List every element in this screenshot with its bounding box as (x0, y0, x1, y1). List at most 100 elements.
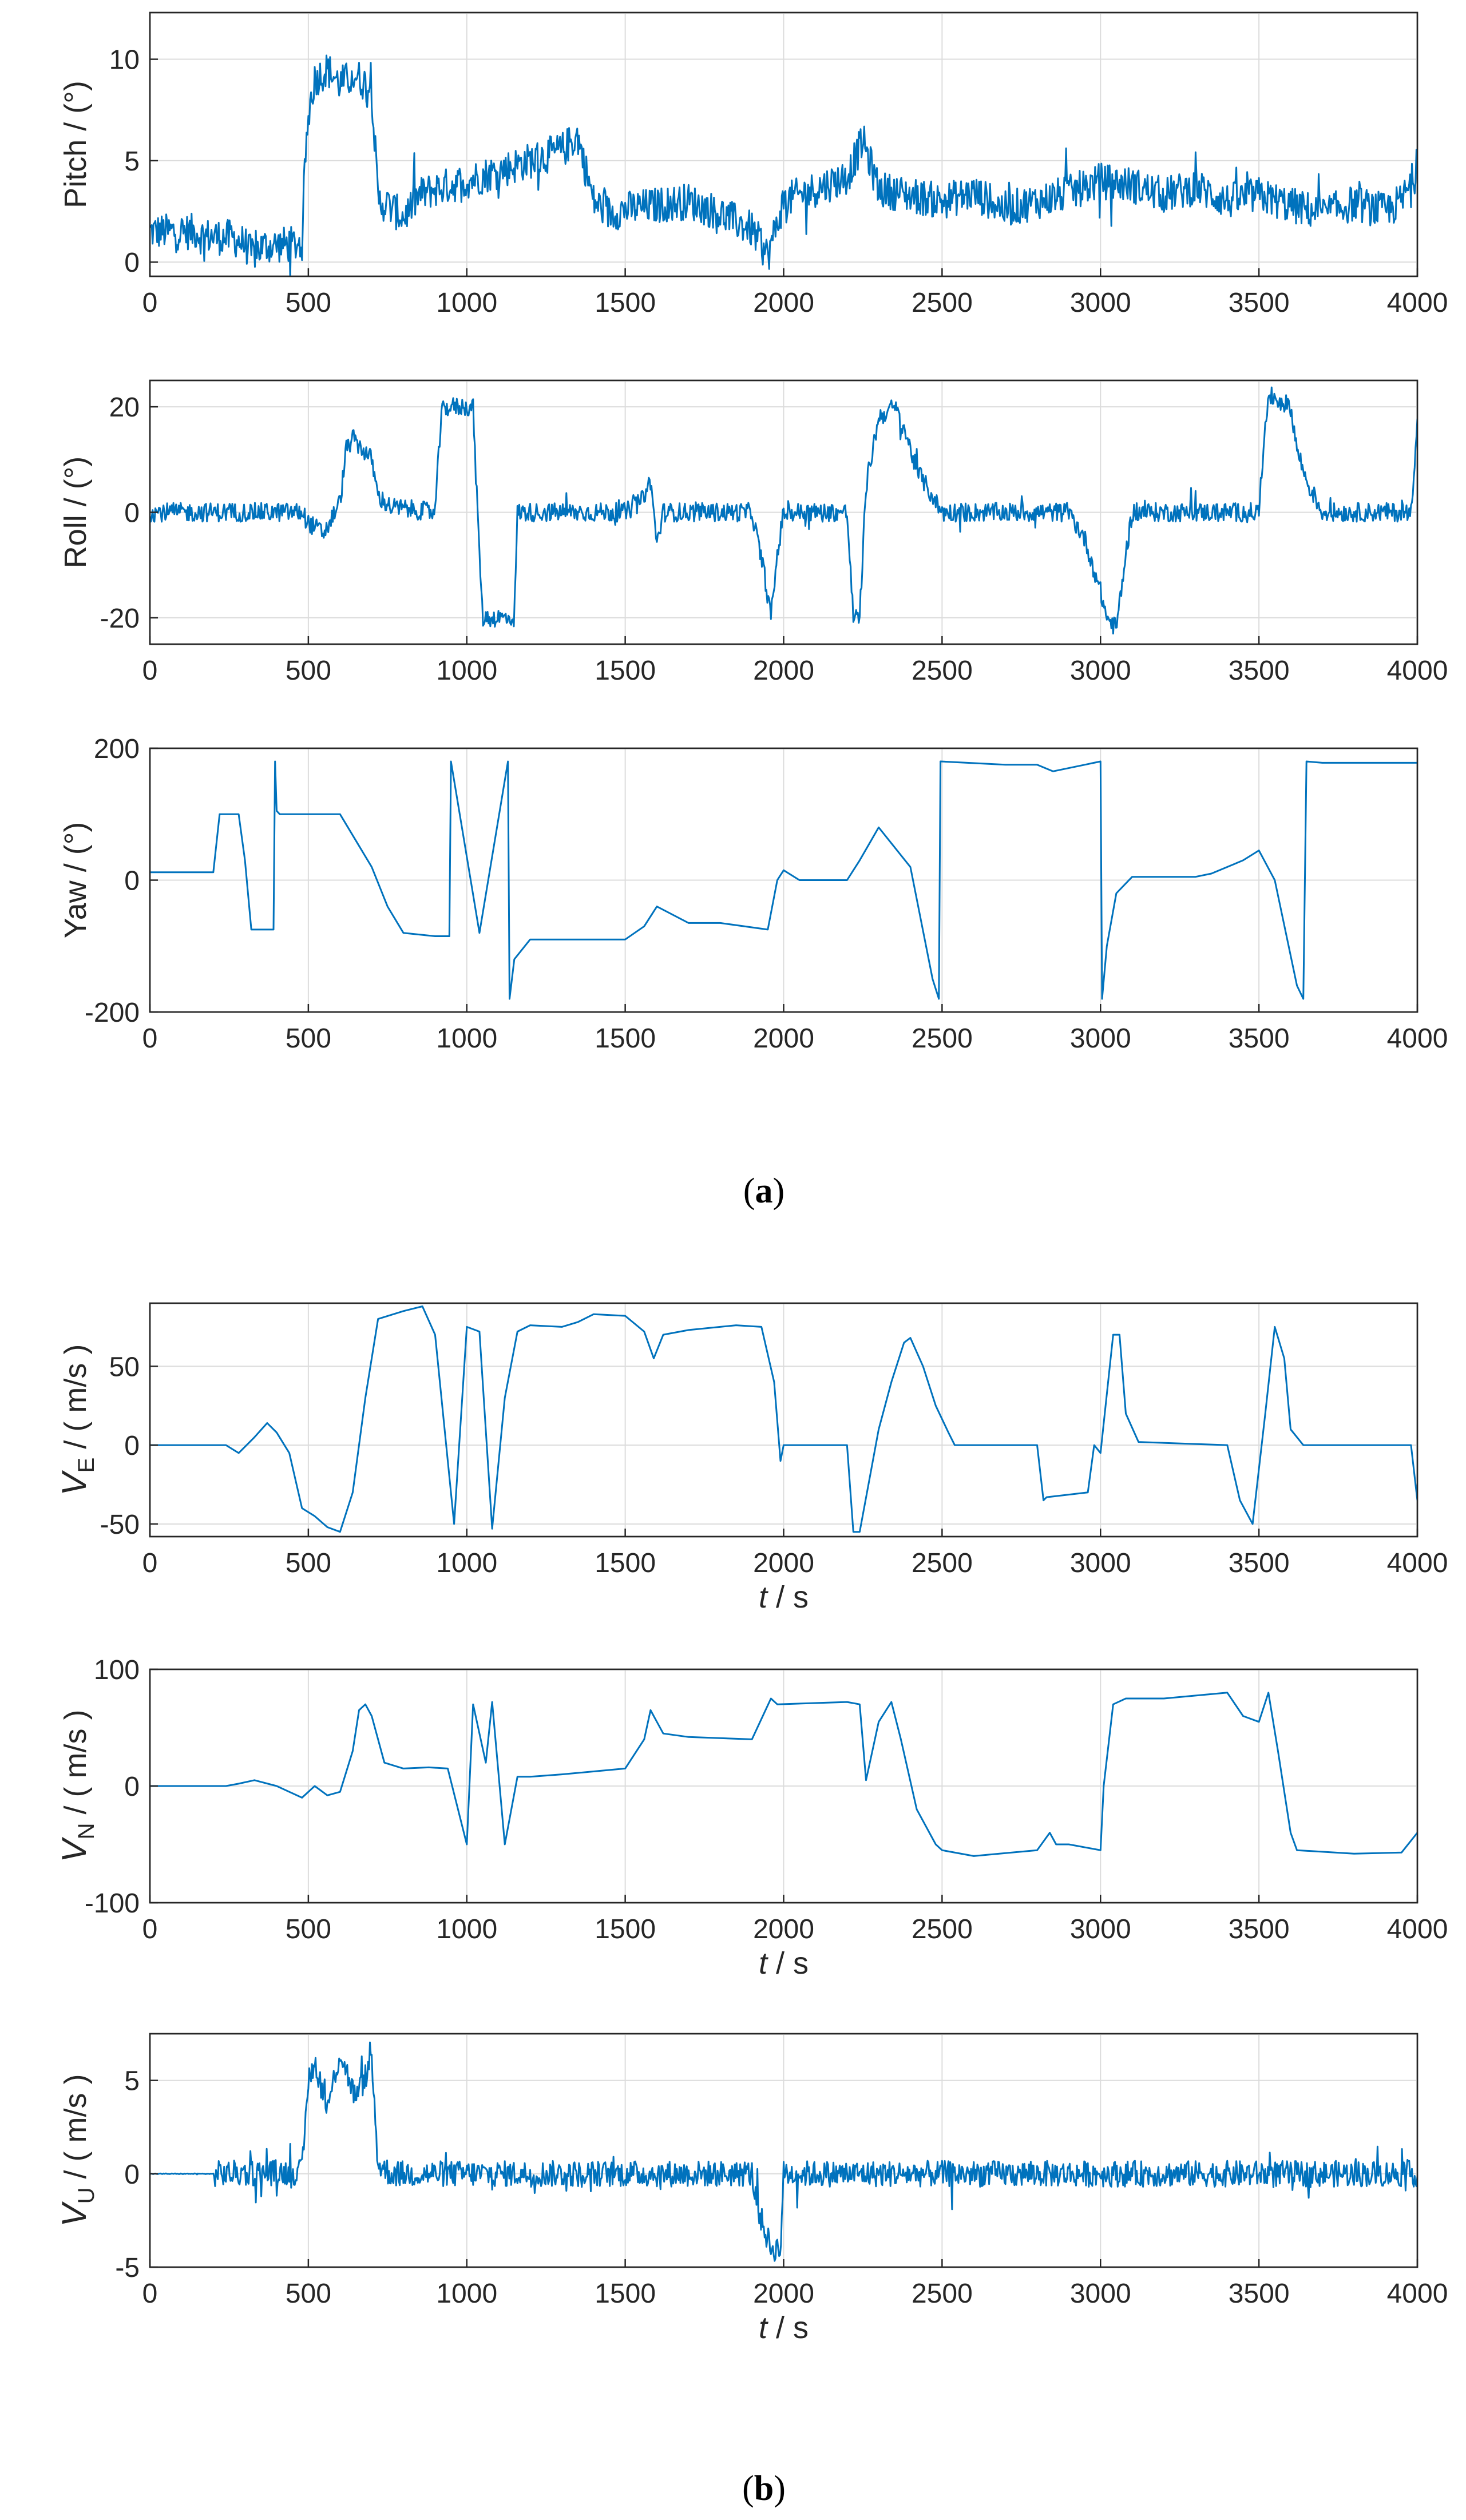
chart-panel-5: 0 500 1000 1500 2000 2500 3000 3500 4000-1000100… (55, 1655, 1448, 1981)
x-tick-label: 2500 (912, 288, 973, 318)
x-tick-label: 1000 (436, 656, 497, 686)
x-tick-label: 500 (286, 656, 331, 686)
x-tick-label: 2000 (753, 1023, 814, 1054)
x-axis-label: t / s (759, 1580, 809, 1614)
y-label-symbol: V (55, 1470, 93, 1495)
x-tick-label: 1000 (436, 1023, 497, 1054)
y-tick-label: 200 (94, 734, 140, 764)
x-tick-label: 2000 (753, 288, 814, 318)
chart-panels: 0 500 1000 1500 2000 2500 3000 3500 40000510Pitc… (55, 11, 1448, 2345)
x-tick-label: 2500 (912, 1548, 973, 1578)
y-axis-label: VN / ( m/s ) (55, 1710, 99, 1863)
y-tick-label: -5 (115, 2253, 140, 2283)
y-axis-label: VE / ( m/s ) (55, 1344, 99, 1496)
y-axis-label: VU / ( m/s ) (55, 2074, 99, 2227)
caption-a: (a) (743, 1172, 784, 1211)
x-axis-label: t / s (759, 1946, 809, 1981)
y-label-symbol: V (55, 2201, 93, 2227)
x-tick-label: 1500 (595, 288, 656, 318)
y-tick-label: 50 (109, 1352, 140, 1382)
x-tick-label: 2500 (912, 2279, 973, 2309)
series-line (150, 2041, 1417, 2262)
x-tick-label: 0 (142, 1548, 158, 1578)
y-tick-label: 0 (124, 2160, 140, 2190)
x-tick-label: 500 (286, 1023, 331, 1054)
caption-b: (b) (742, 2469, 786, 2508)
x-tick-label: 3500 (1229, 288, 1290, 318)
y-label-subscript: N (74, 1823, 99, 1840)
x-tick-label: 0 (142, 1023, 158, 1054)
x-tick-label: 3500 (1229, 1548, 1290, 1578)
y-label-subscript: E (74, 1458, 99, 1473)
x-label-symbol: t (759, 2311, 768, 2345)
x-tick-label: 2000 (753, 1914, 814, 1944)
x-tick-label: 1500 (595, 656, 656, 686)
y-tick-label: 0 (124, 248, 140, 278)
x-tick-label: 1500 (595, 1914, 656, 1944)
x-tick-label: 4000 (1387, 656, 1448, 686)
y-tick-label: -100 (85, 1888, 140, 1919)
x-tick-label: 4000 (1387, 1548, 1448, 1578)
x-tick-label: 1000 (436, 1548, 497, 1578)
x-tick-label: 0 (142, 288, 158, 318)
x-tick-label: 3000 (1070, 1023, 1131, 1054)
caption-b-letter: b (754, 2469, 774, 2508)
x-tick-label: 0 (142, 1914, 158, 1944)
x-tick-label: 500 (286, 288, 331, 318)
x-tick-label: 3000 (1070, 2279, 1131, 2309)
chart-panel-4: 0 500 1000 1500 2000 2500 3000 3500 4000-50050VE… (55, 1302, 1448, 1614)
y-axis-label: Yaw / (°) (58, 822, 93, 939)
x-tick-label: 1000 (436, 288, 497, 318)
series-line (150, 1305, 1417, 1533)
chart-panel-3: 0 500 1000 1500 2000 2500 3000 3500 4000-2000200… (58, 734, 1448, 1054)
x-tick-label: 0 (142, 2279, 158, 2309)
x-label-unit: / s (767, 2311, 809, 2345)
x-tick-label: 3000 (1070, 1548, 1131, 1578)
y-tick-label: -20 (100, 604, 140, 634)
x-tick-label: 3000 (1070, 1914, 1131, 1944)
x-tick-label: 1000 (436, 2279, 497, 2309)
x-tick-label: 1500 (595, 2279, 656, 2309)
chart-panel-2: 0 500 1000 1500 2000 2500 3000 3500 4000-20020Ro… (58, 379, 1448, 686)
y-tick-label: 0 (124, 1772, 140, 1802)
y-tick-label: 5 (124, 146, 140, 177)
x-axis-label: t / s (759, 2311, 809, 2345)
series-line (150, 54, 1417, 276)
x-tick-label: 1500 (595, 1548, 656, 1578)
chart-panel-1: 0 500 1000 1500 2000 2500 3000 3500 4000 0 5 10 Pitc… (58, 11, 1448, 318)
x-tick-label: 3000 (1070, 288, 1131, 318)
series-line (150, 386, 1417, 634)
y-tick-label: 100 (94, 1655, 140, 1685)
x-tick-label: 2000 (753, 2279, 814, 2309)
y-tick-label: 10 (109, 45, 140, 76)
x-tick-label: 500 (286, 1548, 331, 1578)
y-tick-label: 0 (124, 866, 140, 896)
x-tick-label: 3000 (1070, 656, 1131, 686)
x-tick-label: 3500 (1229, 1023, 1290, 1054)
x-tick-label: 3500 (1229, 656, 1290, 686)
y-axis-label: Pitch / (°) (58, 81, 93, 208)
x-tick-label: 1000 (436, 1914, 497, 1944)
x-tick-label: 3500 (1229, 1914, 1290, 1944)
x-tick-label: 500 (286, 2279, 331, 2309)
series-line (150, 760, 1417, 1000)
x-tick-label: 3500 (1229, 2279, 1290, 2309)
y-label-unit: / ( m/s ) (58, 1344, 93, 1458)
x-tick-label: 0 (142, 656, 158, 686)
x-label-symbol: t (759, 1946, 768, 1981)
x-label-symbol: t (759, 1580, 768, 1614)
y-tick-label: -50 (100, 1510, 140, 1540)
x-tick-label: 2500 (912, 1023, 973, 1054)
x-tick-label: 4000 (1387, 1914, 1448, 1944)
y-axis-label: Roll / (°) (58, 457, 93, 569)
x-tick-label: 2000 (753, 1548, 814, 1578)
y-label-unit: / ( m/s ) (58, 2074, 93, 2188)
y-tick-label: 20 (109, 392, 140, 423)
series-line (150, 1692, 1417, 1857)
y-tick-label: 5 (124, 2066, 140, 2097)
caption-a-letter: a (755, 1172, 773, 1211)
y-label-unit: / ( m/s ) (58, 1710, 93, 1823)
y-tick-label: -200 (85, 998, 140, 1028)
